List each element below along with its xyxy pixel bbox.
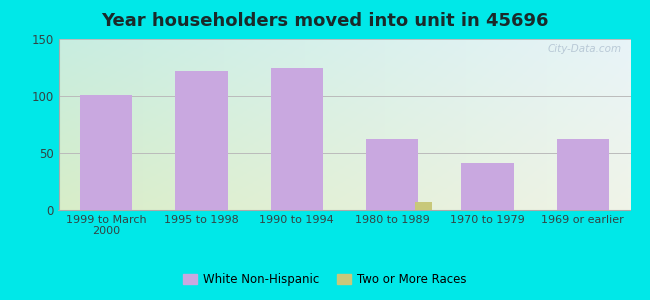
Bar	[80, 95, 133, 210]
Bar	[270, 68, 323, 210]
Bar	[415, 202, 432, 210]
Legend: White Non-Hispanic, Two or More Races: White Non-Hispanic, Two or More Races	[179, 269, 471, 291]
Text: Year householders moved into unit in 45696: Year householders moved into unit in 456…	[101, 12, 549, 30]
Text: City-Data.com: City-Data.com	[548, 44, 622, 54]
Bar	[556, 139, 609, 210]
Bar	[462, 163, 514, 210]
Bar	[366, 139, 419, 210]
Bar	[176, 71, 227, 210]
